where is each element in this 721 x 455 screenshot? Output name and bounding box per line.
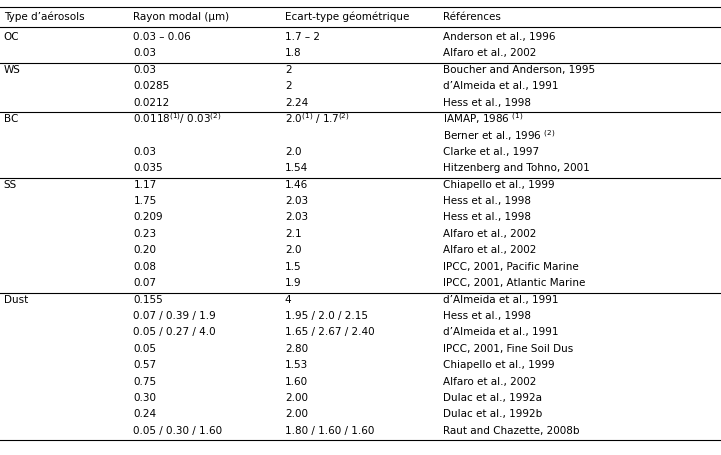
Text: 0.05 / 0.30 / 1.60: 0.05 / 0.30 / 1.60 (133, 425, 223, 435)
Text: d’Almeida et al., 1991: d’Almeida et al., 1991 (443, 327, 559, 337)
Text: Hess et al., 1998: Hess et al., 1998 (443, 310, 531, 320)
Text: 2.0: 2.0 (285, 245, 301, 255)
Text: 2.03: 2.03 (285, 196, 308, 206)
Text: 0.035: 0.035 (133, 163, 163, 173)
Text: 0.20: 0.20 (133, 245, 156, 255)
Text: Hess et al., 1998: Hess et al., 1998 (443, 212, 531, 222)
Text: 1.75: 1.75 (133, 196, 156, 206)
Text: 2.24: 2.24 (285, 97, 308, 107)
Text: 1.9: 1.9 (285, 278, 301, 288)
Text: BC: BC (4, 114, 18, 124)
Text: 0.155: 0.155 (133, 294, 163, 304)
Text: 0.03: 0.03 (133, 147, 156, 157)
Text: 0.03 – 0.06: 0.03 – 0.06 (133, 32, 191, 42)
Text: 0.75: 0.75 (133, 376, 156, 386)
Text: 0.57: 0.57 (133, 359, 156, 369)
Text: Rayon modal (μm): Rayon modal (μm) (133, 12, 229, 22)
Text: 2: 2 (285, 81, 291, 91)
Text: 1.17: 1.17 (133, 179, 156, 189)
Text: Ecart-type géométrique: Ecart-type géométrique (285, 12, 410, 22)
Text: 2.03: 2.03 (285, 212, 308, 222)
Text: 0.30: 0.30 (133, 392, 156, 402)
Text: 0.0212: 0.0212 (133, 97, 169, 107)
Text: 1.60: 1.60 (285, 376, 308, 386)
Text: 0.03: 0.03 (133, 48, 156, 58)
Text: 1.46: 1.46 (285, 179, 308, 189)
Text: Type d’aérosols: Type d’aérosols (4, 12, 84, 22)
Text: Alfaro et al., 2002: Alfaro et al., 2002 (443, 245, 537, 255)
Text: 0.24: 0.24 (133, 409, 156, 419)
Text: 2.80: 2.80 (285, 343, 308, 353)
Text: 0.07: 0.07 (133, 278, 156, 288)
Text: 1.95 / 2.0 / 2.15: 1.95 / 2.0 / 2.15 (285, 310, 368, 320)
Text: 0.07 / 0.39 / 1.9: 0.07 / 0.39 / 1.9 (133, 310, 216, 320)
Text: Anderson et al., 1996: Anderson et al., 1996 (443, 32, 556, 42)
Text: d’Almeida et al., 1991: d’Almeida et al., 1991 (443, 294, 559, 304)
Text: 0.0118$^{(1)}$/ 0.03$^{(2)}$: 0.0118$^{(1)}$/ 0.03$^{(2)}$ (133, 111, 222, 126)
Text: 1.53: 1.53 (285, 359, 308, 369)
Text: Dulac et al., 1992a: Dulac et al., 1992a (443, 392, 542, 402)
Text: Hess et al., 1998: Hess et al., 1998 (443, 97, 531, 107)
Text: 2.00: 2.00 (285, 392, 308, 402)
Text: Berner et al., 1996 $^{(2)}$: Berner et al., 1996 $^{(2)}$ (443, 128, 556, 142)
Text: 1.65 / 2.67 / 2.40: 1.65 / 2.67 / 2.40 (285, 327, 374, 337)
Text: 0.05 / 0.27 / 4.0: 0.05 / 0.27 / 4.0 (133, 327, 216, 337)
Text: Raut and Chazette, 2008b: Raut and Chazette, 2008b (443, 425, 580, 435)
Text: Clarke et al., 1997: Clarke et al., 1997 (443, 147, 539, 157)
Text: 1.7 – 2: 1.7 – 2 (285, 32, 320, 42)
Text: d’Almeida et al., 1991: d’Almeida et al., 1991 (443, 81, 559, 91)
Text: 2.0: 2.0 (285, 147, 301, 157)
Text: Chiapello et al., 1999: Chiapello et al., 1999 (443, 359, 555, 369)
Text: 1.80 / 1.60 / 1.60: 1.80 / 1.60 / 1.60 (285, 425, 374, 435)
Text: Hess et al., 1998: Hess et al., 1998 (443, 196, 531, 206)
Text: 1.5: 1.5 (285, 261, 301, 271)
Text: 2.0$^{(1)}$ / 1.7$^{(2)}$: 2.0$^{(1)}$ / 1.7$^{(2)}$ (285, 111, 350, 126)
Text: 2.00: 2.00 (285, 409, 308, 419)
Text: Alfaro et al., 2002: Alfaro et al., 2002 (443, 228, 537, 238)
Text: IPCC, 2001, Pacific Marine: IPCC, 2001, Pacific Marine (443, 261, 579, 271)
Text: SS: SS (4, 179, 17, 189)
Text: WS: WS (4, 65, 20, 75)
Text: Alfaro et al., 2002: Alfaro et al., 2002 (443, 376, 537, 386)
Text: IPCC, 2001, Fine Soil Dus: IPCC, 2001, Fine Soil Dus (443, 343, 574, 353)
Text: 0.209: 0.209 (133, 212, 163, 222)
Text: 2: 2 (285, 65, 291, 75)
Text: 2.1: 2.1 (285, 228, 301, 238)
Text: 1.8: 1.8 (285, 48, 301, 58)
Text: Dust: Dust (4, 294, 28, 304)
Text: Dulac et al., 1992b: Dulac et al., 1992b (443, 409, 543, 419)
Text: Références: Références (443, 12, 501, 22)
Text: 0.03: 0.03 (133, 65, 156, 75)
Text: IAMAP, 1986 $^{(1)}$: IAMAP, 1986 $^{(1)}$ (443, 111, 524, 126)
Text: 0.23: 0.23 (133, 228, 156, 238)
Text: Alfaro et al., 2002: Alfaro et al., 2002 (443, 48, 537, 58)
Text: 0.05: 0.05 (133, 343, 156, 353)
Text: 1.54: 1.54 (285, 163, 308, 173)
Text: OC: OC (4, 32, 19, 42)
Text: 0.0285: 0.0285 (133, 81, 169, 91)
Text: Chiapello et al., 1999: Chiapello et al., 1999 (443, 179, 555, 189)
Text: Hitzenberg and Tohno, 2001: Hitzenberg and Tohno, 2001 (443, 163, 590, 173)
Text: Boucher and Anderson, 1995: Boucher and Anderson, 1995 (443, 65, 596, 75)
Text: 0.08: 0.08 (133, 261, 156, 271)
Text: IPCC, 2001, Atlantic Marine: IPCC, 2001, Atlantic Marine (443, 278, 585, 288)
Text: 4: 4 (285, 294, 291, 304)
